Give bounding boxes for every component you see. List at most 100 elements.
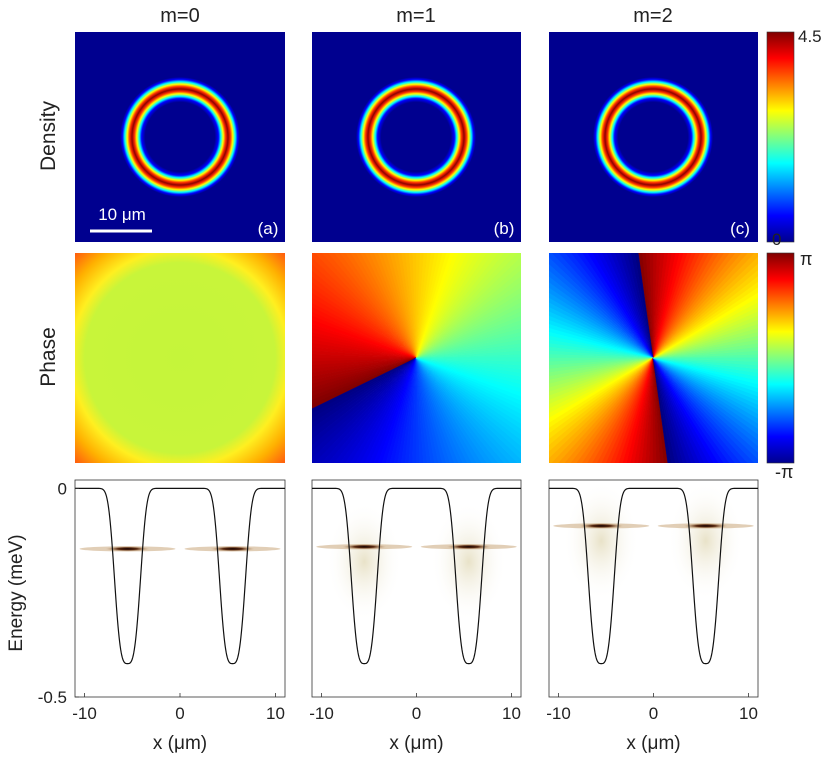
row-label-phase: Phase — [37, 327, 60, 387]
x-tick-label: 0 — [175, 704, 184, 723]
phase-wedge — [549, 354, 654, 359]
phase-wedge — [549, 357, 654, 363]
x-tick-label: 0 — [412, 704, 421, 723]
phase-wedge — [652, 253, 661, 359]
level-dot — [579, 523, 624, 529]
phase-wedge — [626, 357, 654, 463]
phase-panel-c — [549, 253, 758, 463]
phase-wedge — [381, 357, 417, 463]
level-dot — [446, 544, 491, 550]
x-tick-label: 0 — [649, 704, 658, 723]
phase-wedge — [652, 357, 758, 366]
phase-wedge — [415, 357, 521, 370]
phase-wedge — [415, 253, 431, 359]
level-dot — [105, 546, 150, 552]
phase-wedge — [415, 357, 521, 373]
phase-panel-a — [75, 253, 285, 463]
phase-wedge — [652, 357, 658, 463]
y-tick-label: -0.5 — [38, 688, 67, 707]
level-dot — [342, 544, 387, 550]
x-tick-label: 10 — [502, 704, 521, 723]
phase-wedge — [401, 357, 417, 463]
x-tick-label: -10 — [72, 704, 97, 723]
phase-wedge — [312, 357, 417, 363]
phase-wedge — [652, 253, 668, 359]
phase-wedge — [618, 357, 654, 463]
phase-wedge — [549, 327, 654, 359]
phase-wedge — [411, 253, 417, 359]
phase-wedge — [652, 253, 684, 359]
phase-colorbar — [766, 252, 795, 464]
phase-wedge — [645, 357, 654, 463]
x-axis-label: x (μm) — [153, 733, 207, 754]
x-tick-label: 10 — [739, 704, 758, 723]
phase-wedge — [404, 357, 417, 463]
phase-wedge — [312, 350, 417, 359]
level-glow — [430, 501, 507, 622]
phase-wedge — [652, 357, 758, 370]
phase-wedge — [415, 353, 521, 359]
phase-wedge — [652, 253, 680, 359]
panel-label-c: (c) — [730, 219, 750, 238]
level-glow — [563, 480, 640, 601]
phase-wedge — [652, 253, 665, 359]
phase-wedge — [415, 357, 521, 366]
phase-wedge — [652, 357, 758, 393]
potential-curve — [549, 487, 758, 665]
panel-label-b: (b) — [494, 219, 515, 238]
phase-wedge — [649, 357, 654, 463]
phase-wedge — [312, 327, 417, 359]
phase-wedge — [549, 346, 654, 359]
panel-label-a: (a) — [258, 219, 279, 238]
potential-curve — [75, 487, 285, 665]
phase-wedge — [549, 350, 654, 359]
column-title-m0: m=0 — [160, 5, 199, 27]
level-glow — [326, 501, 403, 622]
phase-wedge — [652, 253, 657, 359]
phase-wedge — [652, 353, 758, 359]
phase-wedge — [312, 343, 417, 359]
phase-wedge — [385, 357, 417, 463]
column-title-m2: m=2 — [633, 5, 672, 27]
density-ring-a — [120, 77, 240, 197]
phase-wedge — [415, 357, 521, 389]
scale-bar-label: 10 μm — [98, 205, 146, 224]
phase-wedge — [312, 354, 417, 359]
x-tick-label: -10 — [546, 704, 571, 723]
phase-wedge — [648, 253, 654, 359]
phase-colorbar-min-label: -π — [775, 462, 793, 482]
energy-axes-frame — [74, 479, 286, 698]
phase-wedge — [641, 357, 654, 463]
phase-wedge — [652, 253, 688, 359]
energy-panel-b: -10 0 10 x (μm) — [309, 479, 522, 754]
phase-wedge — [312, 346, 417, 359]
column-title-m1: m=1 — [396, 5, 435, 27]
phase-wedge — [549, 319, 654, 359]
x-tick-label: -10 — [309, 704, 334, 723]
phase-wedge — [415, 357, 421, 463]
phase-wedge — [549, 343, 654, 359]
phase-wedge — [415, 253, 420, 359]
phase-wedge — [638, 357, 654, 463]
phase-wedge — [408, 357, 417, 463]
phase-wedge — [652, 357, 758, 389]
level-glow — [667, 480, 744, 601]
phase-wedge — [652, 357, 758, 373]
density-ring-b — [356, 77, 476, 197]
phase-wedge — [415, 253, 424, 359]
energy-panel-c: -10 0 10 x (μm) — [546, 479, 759, 754]
potential-curve — [312, 487, 521, 665]
y-axis-label-energy: Energy (meV) — [6, 534, 27, 651]
phase-wedge — [622, 357, 654, 463]
energy-panels: -10 0 10 x (μm) 0 -0.5 -10 0 10 x (μm) -10 0 10 x (μm… — [38, 479, 759, 754]
level-dot — [683, 523, 728, 529]
level-dot — [210, 546, 255, 552]
phase-wedge — [415, 253, 451, 359]
energy-panel-a: -10 0 10 x (μm) 0 -0.5 — [38, 479, 286, 754]
phase-wedge — [415, 357, 521, 393]
density-colorbar-min-label: 0 — [772, 230, 781, 249]
y-tick-label: 0 — [58, 479, 67, 498]
phase-wedge — [312, 319, 417, 359]
phase-wedge — [415, 253, 428, 359]
x-tick-label: 10 — [266, 704, 285, 723]
